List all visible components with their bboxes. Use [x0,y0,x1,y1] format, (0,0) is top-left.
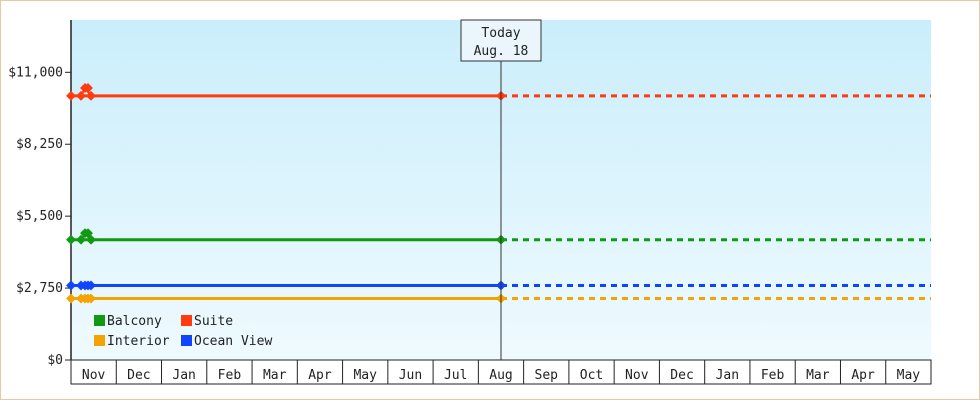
today-marker: Today Aug. 18 [460,19,542,360]
series-point [76,90,86,101]
series-point [83,228,93,239]
y-axis: $0 $2,750 $5,500 $8,250 $11,000 [8,20,72,368]
legend-swatch [181,315,192,326]
legend-label: Balcony [107,314,162,329]
series-interior [66,293,931,304]
series-balcony [66,228,931,245]
x-tick-label: Apr [851,368,875,383]
x-tick-label: Dec [670,368,693,383]
x-axis: Nov Dec Jan Feb Mar Apr May Jun Jul Aug Sep Oct Nov D… [70,359,932,385]
series-point [83,83,93,93]
series-layer [66,83,931,304]
x-tick-label: Mar [263,368,287,383]
legend-swatch [94,315,105,326]
y-tick-label: $0 [47,353,63,368]
y-tick-label: $8,250 [16,137,63,152]
x-tick-label: Sep [535,368,559,383]
legend: Balcony Suite Interior Ocean View [94,314,272,349]
legend-swatch [181,335,192,346]
legend-label: Interior [107,334,170,349]
series-point [76,234,86,245]
x-tick-label: Feb [218,368,242,383]
series-point [86,90,96,101]
x-tick-label: Aug [489,368,512,383]
x-tick-label: Apr [308,368,332,383]
x-tick-label: Jan [172,368,195,383]
x-tick-label: Nov [82,368,106,383]
x-tick-label: May [897,368,921,383]
series-point [66,234,76,245]
legend-label: Suite [194,314,233,329]
today-label: Today [481,26,520,41]
x-tick-label: Mar [806,368,830,383]
x-tick-label: Nov [625,368,649,383]
x-tick-label: May [353,368,377,383]
legend-swatch [94,335,105,346]
x-tick-label: Jun [399,368,422,383]
x-axis-band [70,359,932,385]
x-tick-label: Feb [761,368,785,383]
today-date-label: Aug. 18 [474,44,529,59]
x-tick-label: Oct [580,368,603,383]
today-box [460,19,542,62]
x-tick-label: Jul [444,368,467,383]
x-tick-label: Dec [127,368,150,383]
legend-label: Ocean View [194,334,272,349]
x-tick-label: Jan [716,368,739,383]
y-tick-label: $2,750 [16,281,63,296]
y-tick-label: $11,000 [8,65,63,80]
y-tick-label: $5,500 [16,209,63,224]
series-point [66,90,76,101]
